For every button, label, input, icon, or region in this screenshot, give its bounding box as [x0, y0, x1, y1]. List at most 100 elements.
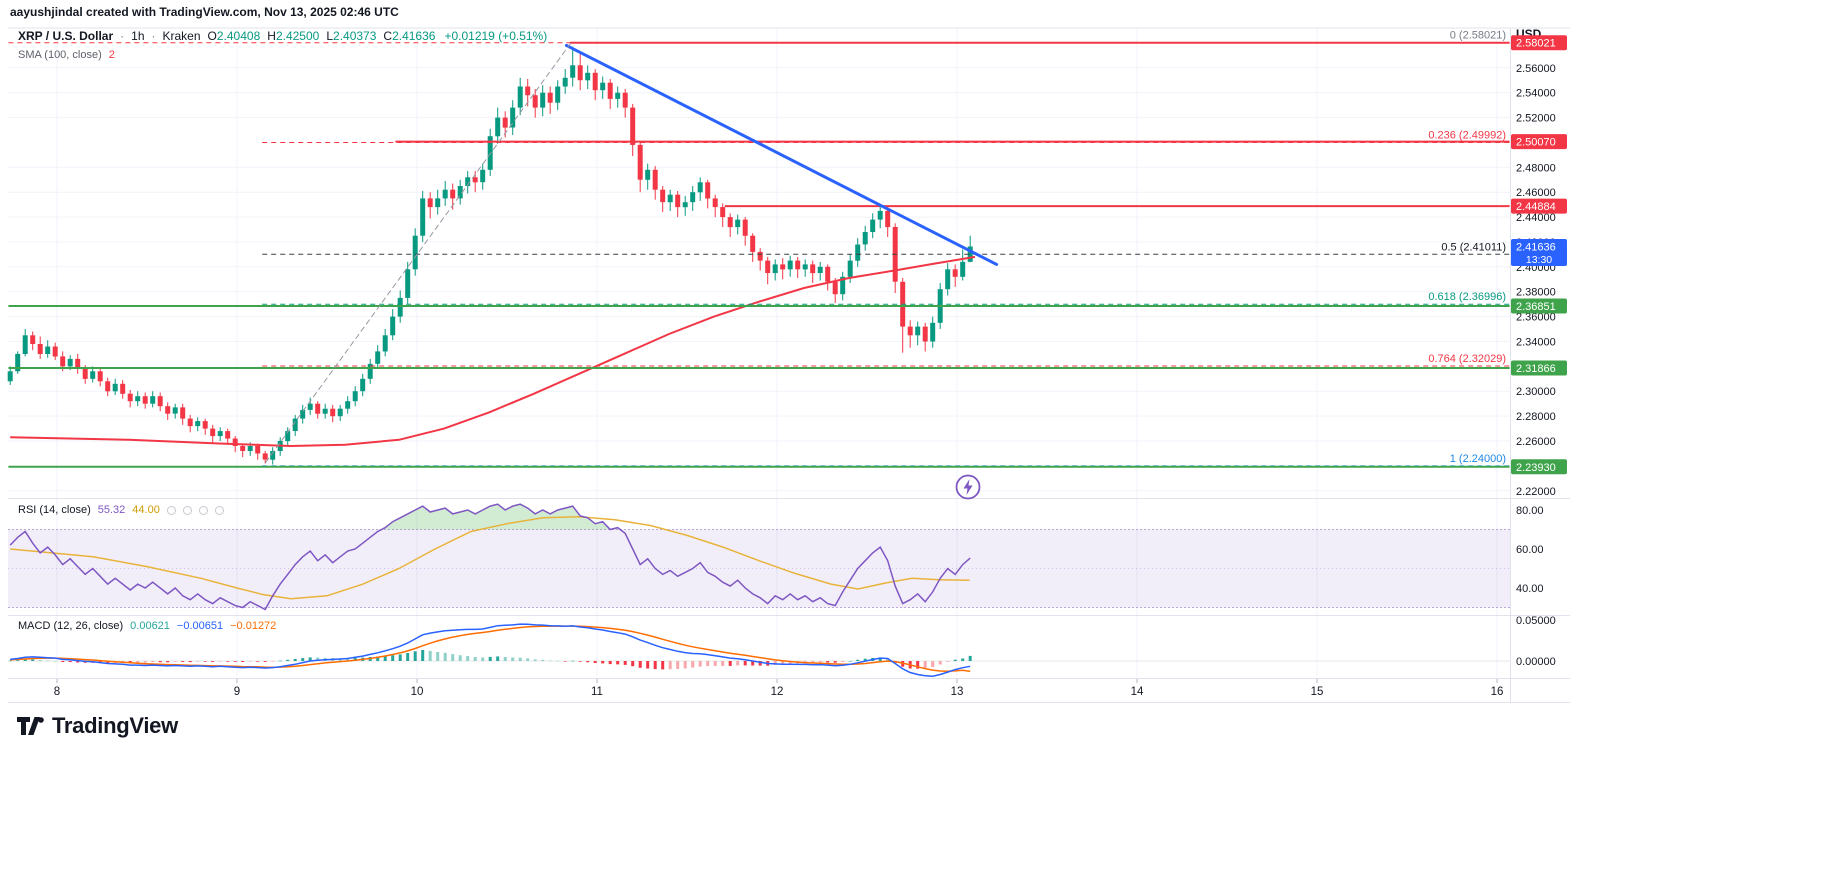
fib-level-label: 0.236 (2.49992) — [1428, 130, 1506, 142]
close-value: C 2.41636 — [383, 29, 436, 43]
tradingview-logo-icon — [16, 712, 44, 740]
time-tick-label: 12 — [771, 686, 784, 698]
legend-separator: · — [151, 29, 156, 43]
time-tick-label: 13 — [951, 686, 964, 698]
sma-label: SMA (100, close) — [18, 49, 102, 61]
time-tick-label: 8 — [54, 686, 60, 698]
current-price-badge — [1511, 239, 1567, 266]
time-tick-label: 10 — [411, 686, 424, 698]
price-tick-label: 2.28000 — [1516, 411, 1556, 423]
macd-hist-value: 0.00621 — [130, 620, 170, 632]
price-axis[interactable]: USD2.560002.540002.520002.480002.460002.… — [1516, 27, 1556, 668]
price-tick-label: 2.44000 — [1516, 212, 1556, 224]
price-badge — [1511, 360, 1567, 376]
macd-label: MACD (12, 26, close) — [18, 620, 124, 632]
legend-circle-icon — [182, 505, 192, 515]
attribution-text: aayushjindal created with TradingView.co… — [10, 5, 399, 19]
rsi-tick-label: 80.00 — [1516, 505, 1544, 517]
fib-level-label: 0.618 (2.36996) — [1428, 291, 1506, 303]
price-badge — [1511, 459, 1567, 475]
rsi-overbought-fill — [10, 504, 971, 530]
price-tick-label: 2.34000 — [1516, 337, 1556, 349]
exchange-label[interactable]: Kraken — [162, 29, 201, 43]
rsi-label: RSI (14, close) — [18, 504, 91, 516]
change-value: +0.01219 (+0.51%) — [444, 29, 548, 43]
macd-histogram — [8, 650, 1510, 670]
pane-separators — [8, 27, 1570, 703]
fib-base-trendline[interactable] — [265, 41, 573, 463]
time-tick-label: 14 — [1131, 686, 1144, 698]
symbol-title[interactable]: XRP / U.S. Dollar — [18, 29, 114, 43]
legend-separator: · — [120, 29, 125, 43]
tradingview-logo[interactable]: TradingView — [16, 712, 178, 740]
sma-100-line — [10, 255, 976, 448]
macd-signal-line — [10, 625, 971, 673]
time-tick-label: 9 — [234, 686, 240, 698]
price-tick-label: 2.48000 — [1516, 162, 1556, 174]
rsi-tick-label: 60.00 — [1516, 544, 1544, 556]
price-tick-label: 2.52000 — [1516, 113, 1556, 125]
price-tick-label: 2.56000 — [1516, 63, 1556, 75]
price-tick-label: 2.30000 — [1516, 386, 1556, 398]
rsi-band — [8, 529, 1510, 608]
rsi-ma-line — [10, 516, 970, 600]
price-badge-text: 2.23930 — [1516, 462, 1556, 474]
sma-value: 2 — [108, 49, 115, 61]
countdown-text: 13:30 — [1526, 254, 1552, 266]
price-tick-label: 2.46000 — [1516, 187, 1556, 199]
legend-circle-icon — [214, 505, 224, 515]
price-tick-label: 2.36000 — [1516, 312, 1556, 324]
fib-level-label: 1 (2.24000) — [1450, 453, 1506, 465]
chart-canvas[interactable]: 0 (2.58021) 0.236 (2.49992) 0.5 (2.41011) 0… — [0, 0, 1835, 760]
price-badge-text: 2.44884 — [1516, 201, 1556, 213]
current-price-badge-text: 2.41636 — [1516, 242, 1556, 254]
fib-labels: 0 (2.58021) 0.236 (2.49992) 0.5 (2.41011) 0… — [1428, 30, 1506, 465]
price-badge-text: 2.50070 — [1516, 137, 1556, 149]
symbol-legend[interactable]: XRP / U.S. Dollar · 1h · Kraken O 2.40408… — [18, 29, 547, 43]
open-value: O 2.40408 — [207, 29, 261, 43]
rsi-line — [9, 503, 971, 611]
boost-lightning-icon[interactable] — [955, 474, 981, 500]
rsi-value: 55.32 — [97, 504, 126, 516]
time-tick-label: 15 — [1311, 686, 1324, 698]
rsi-ma-value: 44.00 — [132, 504, 160, 516]
price-badge — [1511, 298, 1567, 314]
price-badge — [1511, 35, 1567, 51]
descending-resistance-trendline[interactable] — [564, 43, 999, 266]
fib-level-label: 0 (2.58021) — [1450, 30, 1506, 42]
grid-lines — [8, 28, 1510, 678]
horizontal-levels[interactable] — [8, 41, 1510, 468]
price-badge — [1511, 134, 1567, 150]
rsi-legend[interactable]: RSI (14, close) 55.32 44.00 — [18, 504, 224, 516]
legend-circle-icon — [166, 505, 176, 515]
macd-line — [10, 623, 971, 677]
sma-legend[interactable]: SMA (100, close) 2 — [18, 49, 115, 61]
price-tick-label: 2.26000 — [1516, 436, 1556, 448]
rsi-tick-label: 40.00 — [1516, 583, 1544, 595]
price-tick-label: 2.22000 — [1516, 486, 1556, 498]
price-tick-label: 2.54000 — [1516, 88, 1556, 100]
time-axis[interactable]: 8 9 10 11 12 13 14 15 16 — [54, 679, 1504, 698]
macd-line-value: −0.00651 — [176, 620, 224, 632]
legend-circle-icon — [198, 505, 208, 515]
time-tick-label: 16 — [1491, 686, 1504, 698]
price-badge-text: 2.58021 — [1516, 38, 1556, 50]
price-badge — [1511, 198, 1567, 214]
macd-tick-label: 0.05000 — [1516, 615, 1556, 627]
macd-tick-label: 0.00000 — [1516, 656, 1556, 668]
tradingview-logo-text: TradingView — [52, 713, 178, 738]
macd-legend[interactable]: MACD (12, 26, close) 0.00621 −0.00651 −0… — [18, 620, 276, 632]
low-value: L 2.40373 — [326, 29, 377, 43]
high-value: H 2.42500 — [267, 29, 320, 43]
candlestick-series — [7, 46, 973, 465]
interval-label[interactable]: 1h — [131, 29, 145, 43]
fib-level-label: 0.764 (2.32029) — [1428, 353, 1506, 365]
macd-signal-value: −0.01272 — [230, 620, 277, 632]
price-tick-label: 2.38000 — [1516, 287, 1556, 299]
fib-level-label: 0.5 (2.41011) — [1441, 241, 1506, 253]
price-badge-text: 2.36851 — [1516, 301, 1556, 313]
price-badge-text: 2.31866 — [1516, 363, 1556, 375]
time-tick-label: 11 — [591, 686, 603, 698]
